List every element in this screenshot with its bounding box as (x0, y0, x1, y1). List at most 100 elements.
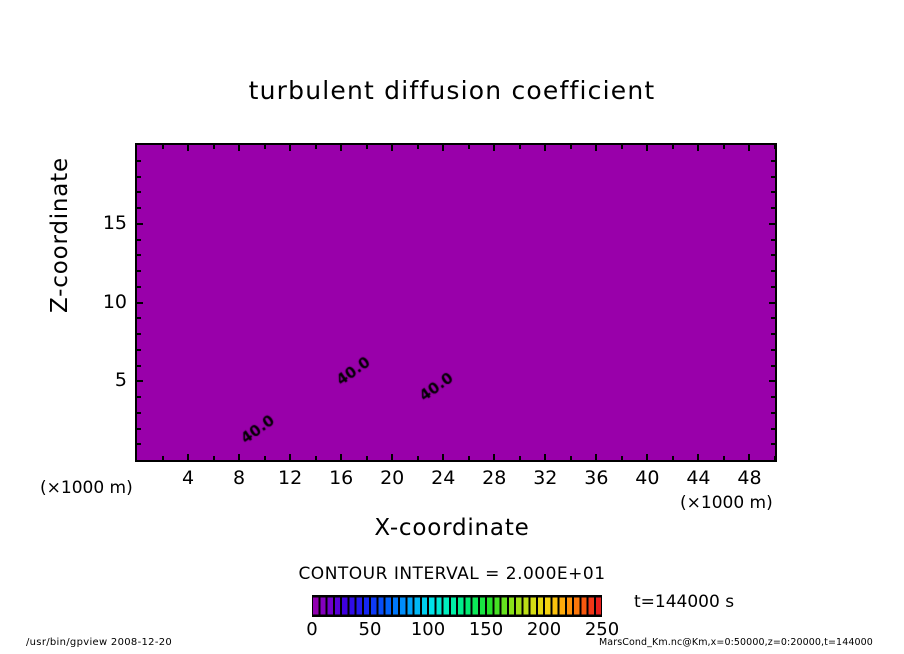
y-axis-minor-tick (136, 207, 141, 209)
y-axis-minor-tick (136, 317, 141, 320)
colorbar[interactable] (312, 595, 602, 617)
x-units-left-label: (×1000 m) (40, 478, 133, 498)
x-axis-minor-tick (722, 456, 725, 461)
y-axis-minor-tick (136, 427, 141, 430)
y-axis-minor-tick (136, 270, 141, 272)
x-axis-minor-tick-top (671, 144, 674, 149)
x-axis-tick-label: 12 (278, 467, 303, 489)
x-axis-tick-label: 4 (181, 467, 195, 489)
y-axis-major-tick-right (769, 222, 776, 225)
y-axis-major-tick (136, 301, 143, 304)
x-axis-major-tick (748, 454, 751, 461)
x-axis-minor-tick-top (161, 144, 164, 149)
x-axis-major-tick (289, 454, 292, 461)
y-axis-minor-tick-right (771, 317, 776, 320)
y-axis-minor-tick (136, 333, 141, 335)
y-axis-minor-tick-right (771, 348, 776, 351)
x-axis-minor-tick-top (569, 144, 572, 149)
y-axis-minor-tick-right (771, 411, 776, 414)
y-axis-minor-tick (136, 175, 141, 178)
x-axis-minor-tick-top (263, 144, 266, 149)
turbulence-field-heatmap (137, 145, 775, 460)
y-axis-minor-tick-right (771, 285, 776, 288)
y-axis-minor-tick (136, 348, 141, 351)
x-axis-tick-label: 44 (686, 467, 711, 489)
y-axis-major-tick (136, 222, 143, 225)
y-axis-minor-tick-right (771, 207, 776, 209)
y-axis-minor-tick (136, 254, 141, 257)
x-axis-major-tick (493, 454, 496, 461)
y-axis-minor-tick-right (771, 159, 776, 162)
x-axis-tick-label: 16 (329, 467, 354, 489)
x-axis-minor-tick-top (620, 144, 623, 149)
contour-plot-area[interactable] (135, 143, 777, 462)
x-axis-minor-tick (671, 456, 674, 461)
page-title: turbulent diffusion coefficient (248, 76, 656, 105)
x-axis-minor-tick (161, 456, 164, 461)
x-axis-minor-tick (774, 456, 776, 461)
x-axis-minor-tick (416, 456, 419, 461)
y-axis-tick-label: 5 (114, 369, 127, 392)
x-axis-major-tick (238, 454, 241, 461)
x-axis-tick-label: 32 (533, 467, 558, 489)
x-axis-tick-label: 28 (482, 467, 507, 489)
x-axis-tick-label: 20 (380, 467, 405, 489)
colorbar-tick-label: 50 (358, 619, 382, 640)
x-axis-major-tick-top (493, 144, 496, 151)
y-axis-minor-tick (136, 396, 141, 398)
x-axis-minor-tick-top (416, 144, 419, 149)
x-axis-minor-tick (569, 456, 572, 461)
y-axis-major-tick-right (769, 380, 776, 383)
y-axis-minor-tick-right (771, 191, 776, 194)
y-axis-minor-tick (136, 238, 141, 241)
x-axis-minor-tick (620, 456, 623, 461)
x-axis-major-tick-top (238, 144, 241, 151)
colorbar-tick-label: 200 (526, 619, 562, 640)
y-axis-minor-tick-right (771, 254, 776, 257)
x-axis-major-tick (697, 454, 700, 461)
y-axis-minor-tick (136, 364, 141, 367)
y-axis-minor-tick-right (771, 175, 776, 178)
x-axis-title: X-coordinate (374, 515, 530, 541)
x-axis-minor-tick-top (365, 144, 368, 149)
footer-dataset-label: MarsCond_Km.nc@Km,x=0:50000,z=0:20000,t=… (599, 637, 873, 648)
x-axis-minor-tick (467, 456, 470, 461)
x-axis-major-tick-top (646, 144, 649, 151)
y-axis-minor-tick-right (771, 333, 776, 335)
y-axis-tick-label: 10 (102, 290, 127, 313)
x-axis-tick-label: 8 (233, 467, 246, 489)
colorbar-tick-label: 100 (410, 619, 446, 640)
x-axis-major-tick-top (340, 144, 343, 151)
x-axis-major-tick (391, 454, 394, 461)
x-axis-major-tick-top (187, 144, 190, 151)
x-axis-tick-label: 40 (635, 467, 660, 489)
y-axis-minor-tick (136, 411, 141, 414)
x-axis-tick-label: 24 (431, 467, 456, 489)
x-axis-major-tick-top (697, 144, 700, 151)
x-axis-major-tick-top (289, 144, 292, 151)
x-axis-major-tick (595, 454, 598, 461)
contour-interval-label: CONTOUR INTERVAL = 2.000E+01 (298, 564, 606, 584)
y-axis-minor-tick-right (771, 427, 776, 430)
x-axis-major-tick-top (595, 144, 598, 151)
y-axis-major-tick-right (769, 301, 776, 304)
y-axis-minor-tick-right (771, 238, 776, 241)
x-axis-minor-tick-top (518, 144, 521, 149)
x-axis-major-tick-top (544, 144, 547, 151)
y-axis-minor-tick (136, 285, 141, 288)
colorbar-tick-label: 250 (584, 619, 620, 640)
y-axis-minor-tick-right (771, 270, 776, 272)
x-axis-major-tick (442, 454, 445, 461)
x-axis-minor-tick-top (314, 144, 317, 149)
x-axis-major-tick (340, 454, 343, 461)
y-axis-minor-tick-right (771, 364, 776, 367)
x-axis-major-tick-top (442, 144, 445, 151)
x-units-right-label: (×1000 m) (680, 493, 773, 513)
x-axis-major-tick-top (748, 144, 751, 151)
x-axis-major-tick (646, 454, 649, 461)
x-axis-minor-tick (263, 456, 266, 461)
y-axis-minor-tick-right (771, 396, 776, 398)
x-axis-major-tick (544, 454, 547, 461)
x-axis-tick-label: 36 (584, 467, 609, 489)
x-axis-minor-tick-top (774, 144, 776, 149)
